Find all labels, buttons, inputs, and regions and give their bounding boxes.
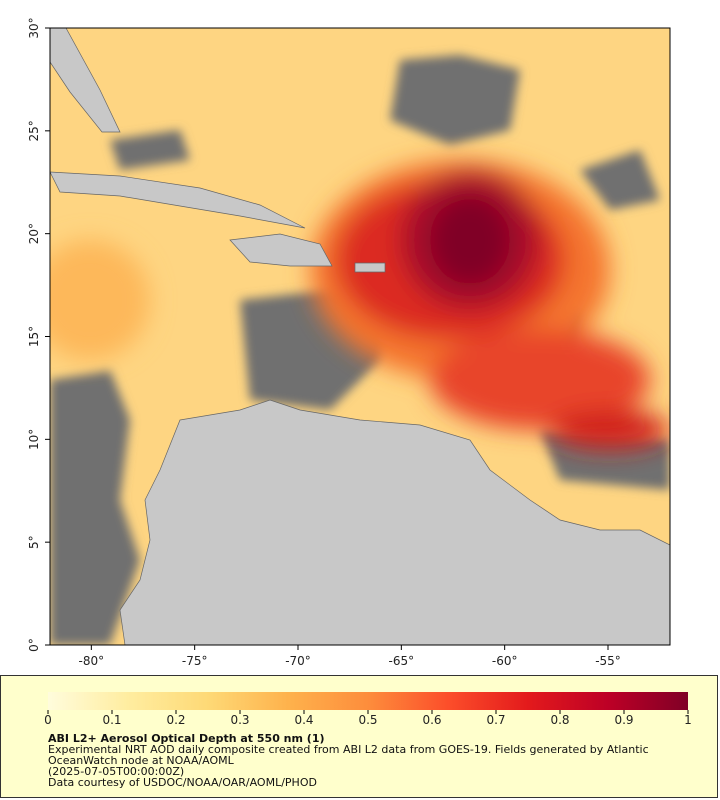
colorbar-tick-label: 0.3 [230,713,249,727]
y-tick-label: 5° [27,535,41,549]
x-tick-label: -55° [595,654,621,668]
caption: Experimental NRT AOD daily composite cre… [48,743,649,767]
y-tick-label: 30° [27,17,41,38]
caption: Data courtesy of USDOC/NOAA/OAR/AOML/PHO… [48,776,317,789]
colorbar-tick-label: 1 [684,713,692,727]
x-tick-label: -65° [389,654,415,668]
caption: (2025-07-05T00:00:00Z) [48,765,185,778]
x-tick-label: -80° [79,654,105,668]
x-tick-label: -60° [492,654,518,668]
y-tick-label: 0° [27,638,41,652]
colorbar-label: ABI L2+ Aerosol Optical Depth at 550 nm … [48,732,325,745]
y-tick-label: 25° [27,120,41,141]
colorbar-tick-label: 0.5 [358,713,377,727]
y-tick-label: 15° [27,326,41,347]
aerosol-plume [50,160,670,450]
x-tick-label: -75° [182,654,208,668]
colorbar-tick-label: 0 [44,713,52,727]
colorbar-tick-label: 0.4 [294,713,313,727]
colorbar-tick-label: 0.8 [550,713,569,727]
map-field [50,28,670,645]
land [50,28,670,645]
colorbar-tick-label: 0.6 [422,713,441,727]
colorbar: 0 0.1 0.2 0.3 0.4 0.5 0.6 0.7 0.8 0.9 1 [44,692,692,727]
colorbar-ramp [48,692,688,710]
x-tick-label: -70° [285,654,311,668]
y-tick-label: 20° [27,223,41,244]
colorbar-tick-label: 0.9 [614,713,633,727]
y-tick-label: 10° [27,429,41,450]
map-chart: -80° -75° -70° -65° -60° -55° 0° 5° 10° 15° 20° 25°… [27,17,671,668]
colorbar-tick-label: 0.1 [102,713,121,727]
colorbar-tick-label: 0.7 [486,713,505,727]
colorbar-tick-label: 0.2 [166,713,185,727]
